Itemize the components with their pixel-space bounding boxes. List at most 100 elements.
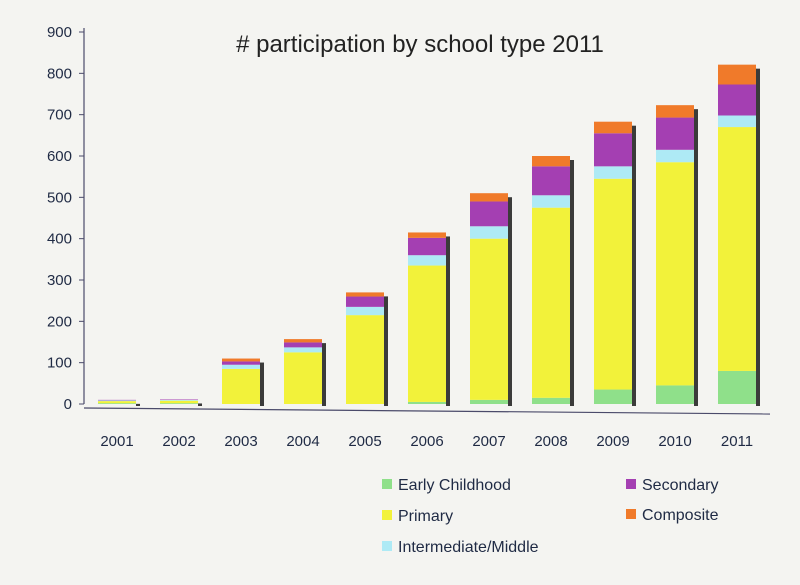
legend-item: Composite bbox=[626, 507, 719, 524]
bar-stack-2011 bbox=[718, 64, 760, 407]
bar-segment bbox=[470, 193, 508, 202]
bar-segment bbox=[222, 364, 260, 369]
bar-segment bbox=[470, 226, 508, 239]
x-tick-label: 2006 bbox=[410, 433, 443, 450]
bar-shadow bbox=[694, 109, 698, 406]
y-tick-label: 100 bbox=[47, 355, 72, 372]
chart-title: # participation by school type 2011 bbox=[236, 31, 604, 58]
bar-segment bbox=[656, 162, 694, 386]
bar-segment bbox=[532, 195, 570, 208]
bar-segment bbox=[98, 403, 136, 404]
bar-segment bbox=[160, 399, 198, 401]
bar-shadow bbox=[446, 236, 450, 406]
bar-segment bbox=[470, 399, 508, 404]
y-tick-label: 200 bbox=[47, 313, 72, 330]
bar-segment bbox=[160, 400, 198, 404]
y-tick-label: 400 bbox=[47, 231, 72, 248]
legend-label: Intermediate/Middle bbox=[398, 539, 539, 556]
bar-segment bbox=[408, 255, 446, 266]
bar-segment bbox=[160, 403, 198, 404]
legend-item: Primary bbox=[382, 508, 453, 525]
bar-segment bbox=[470, 201, 508, 227]
x-tick-label: 2004 bbox=[286, 433, 319, 450]
bar-stack-2007 bbox=[470, 193, 512, 406]
x-tick-label: 2011 bbox=[721, 433, 753, 450]
bar-segment bbox=[594, 178, 632, 390]
y-tick-label: 300 bbox=[47, 272, 72, 289]
bar-segment bbox=[656, 385, 694, 404]
bar-segment bbox=[408, 265, 446, 402]
x-axis-line bbox=[83, 407, 771, 415]
bar-shadow bbox=[260, 362, 264, 406]
bar-segment bbox=[532, 397, 570, 404]
bar-segment bbox=[98, 399, 136, 401]
bar-segment bbox=[284, 352, 322, 404]
bar-segment bbox=[594, 121, 632, 134]
x-tick-label: 2001 bbox=[100, 433, 133, 450]
x-tick-label: 2005 bbox=[348, 433, 381, 450]
bar-segment bbox=[656, 105, 694, 118]
bar-segment bbox=[594, 166, 632, 179]
bar-segment bbox=[532, 207, 570, 398]
bar-segment bbox=[408, 401, 446, 404]
bar-segment bbox=[346, 315, 384, 404]
y-tick-label: 900 bbox=[47, 24, 72, 41]
bar-shadow bbox=[508, 197, 512, 406]
x-axis: 2001 2002 2003 2004 2005 2006 2007 2008 2009 2010… bbox=[83, 407, 771, 450]
bar-segment bbox=[470, 238, 508, 400]
legend-item: Early Childhood bbox=[382, 477, 511, 494]
bar-stack-2008 bbox=[532, 156, 574, 406]
x-tick-label: 2008 bbox=[534, 433, 567, 450]
legend-swatch bbox=[382, 510, 392, 520]
bar-stack-2006 bbox=[408, 232, 450, 406]
bar-segment bbox=[532, 166, 570, 196]
legend-item: Secondary bbox=[626, 477, 719, 494]
legend-swatch bbox=[382, 541, 392, 551]
bars bbox=[98, 64, 760, 407]
bar-segment bbox=[98, 400, 136, 402]
bar-segment bbox=[346, 292, 384, 297]
bar-segment bbox=[656, 117, 694, 150]
bar-segment bbox=[160, 399, 198, 400]
bar-shadow bbox=[570, 160, 574, 406]
bar-segment bbox=[408, 237, 446, 256]
bar-stack-2005 bbox=[346, 292, 388, 406]
legend-label: Composite bbox=[642, 507, 719, 524]
x-tick-label: 2007 bbox=[472, 433, 505, 450]
bar-shadow bbox=[322, 343, 326, 406]
legend-item: Intermediate/Middle bbox=[382, 539, 539, 556]
bar-segment bbox=[346, 306, 384, 316]
x-tick-label: 2009 bbox=[596, 433, 629, 450]
bar-segment bbox=[408, 232, 446, 238]
y-tick-label: 600 bbox=[47, 148, 72, 165]
bar-segment bbox=[718, 127, 756, 371]
bar-shadow bbox=[384, 296, 388, 406]
y-axis: 0 100 200 300 400 500 600 700 800 900 bbox=[47, 24, 85, 413]
y-tick-label: 700 bbox=[47, 107, 72, 124]
legend-swatch bbox=[626, 479, 636, 489]
x-tick-label: 2003 bbox=[224, 433, 257, 450]
bar-segment bbox=[656, 149, 694, 163]
bar-segment bbox=[284, 347, 322, 353]
bar-segment bbox=[346, 296, 384, 307]
bar-shadow bbox=[136, 403, 140, 406]
bar-segment bbox=[718, 84, 756, 116]
bar-segment bbox=[222, 368, 260, 404]
legend-label: Early Childhood bbox=[398, 477, 511, 494]
bar-segment bbox=[222, 358, 260, 362]
bar-segment bbox=[532, 156, 570, 167]
y-tick-label: 0 bbox=[64, 396, 72, 413]
x-tick-label: 2010 bbox=[658, 433, 691, 450]
legend-swatch bbox=[626, 509, 636, 519]
legend-swatch bbox=[382, 479, 392, 489]
x-tick-label: 2002 bbox=[162, 433, 195, 450]
bar-segment bbox=[98, 401, 136, 404]
bar-shadow bbox=[756, 68, 760, 407]
bar-segment bbox=[594, 389, 632, 404]
bar-stack-2002 bbox=[160, 399, 202, 406]
bar-stack-2010 bbox=[656, 105, 698, 406]
y-tick-label: 800 bbox=[47, 65, 72, 82]
bar-shadow bbox=[198, 403, 202, 406]
